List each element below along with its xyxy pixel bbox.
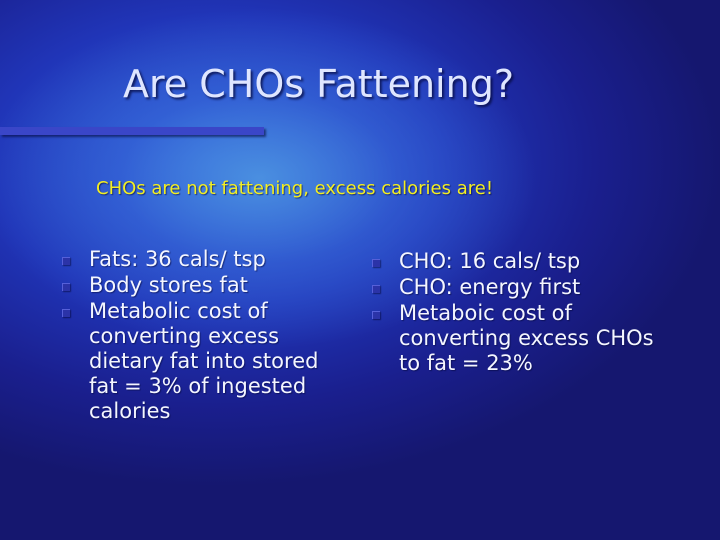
- bullet-text: Body stores fat: [89, 273, 248, 297]
- bullet-text: Metabolic cost of converting excess diet…: [89, 299, 319, 423]
- list-item: Metaboic cost of converting excess CHOs …: [372, 301, 672, 376]
- bullet-text: CHO: 16 cals/ tsp: [399, 249, 581, 273]
- square-bullet-icon: [372, 285, 380, 293]
- square-bullet-icon: [372, 259, 380, 267]
- left-bullet-list: Fats: 36 cals/ tsp Body stores fat Metab…: [62, 247, 352, 425]
- right-bullet-list: CHO: 16 cals/ tsp CHO: energy first Meta…: [372, 249, 672, 377]
- slide-subtitle: CHOs are not fattening, excess calories …: [96, 178, 494, 199]
- square-bullet-icon: [62, 309, 70, 317]
- square-bullet-icon: [62, 257, 70, 265]
- slide-title: Are CHOs Fattening?: [123, 62, 514, 106]
- title-underline-bar: [0, 127, 264, 135]
- square-bullet-icon: [372, 311, 380, 319]
- list-item: Metabolic cost of converting excess diet…: [62, 299, 352, 424]
- list-item: Body stores fat: [62, 273, 352, 298]
- bullet-text: Fats: 36 cals/ tsp: [89, 247, 266, 271]
- bullet-text: CHO: energy first: [399, 275, 581, 299]
- list-item: CHO: 16 cals/ tsp: [372, 249, 672, 274]
- bullet-text: Metaboic cost of converting excess CHOs …: [399, 301, 654, 375]
- square-bullet-icon: [62, 283, 70, 291]
- list-item: Fats: 36 cals/ tsp: [62, 247, 352, 272]
- list-item: CHO: energy first: [372, 275, 672, 300]
